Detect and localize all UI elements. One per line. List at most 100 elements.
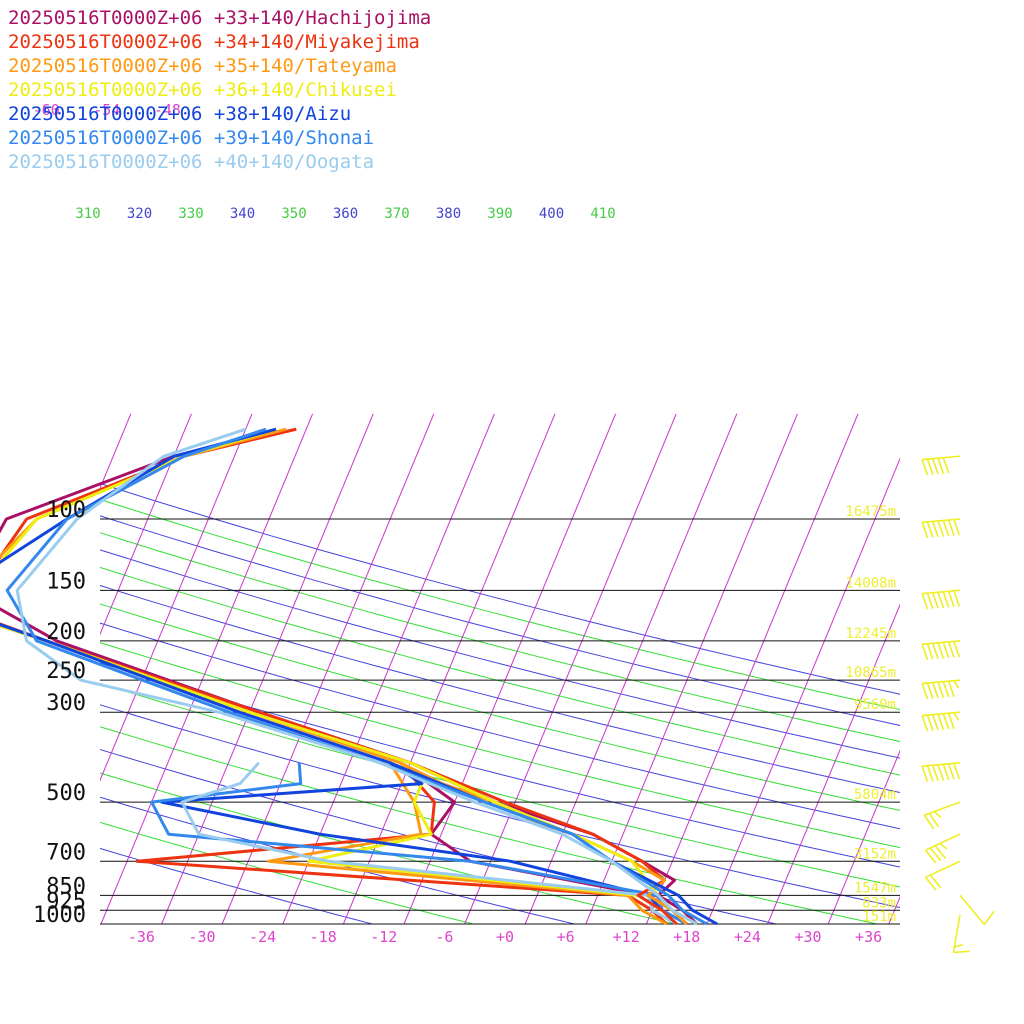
temperature-tick-label: +30 xyxy=(794,928,821,946)
height-label: 9560m xyxy=(854,697,896,713)
dry-adiabat-line xyxy=(100,603,900,811)
height-label: 14008m xyxy=(845,575,896,591)
wind-barb-flag xyxy=(947,519,955,536)
wind-barb-shaft xyxy=(924,801,961,816)
height-label: 833m xyxy=(862,895,896,911)
wind-barb xyxy=(921,455,961,476)
wind-barb-flag xyxy=(929,874,942,889)
temperature-line xyxy=(0,427,698,926)
wind-barb-flag xyxy=(983,910,995,925)
isotherm-line xyxy=(645,413,859,924)
wind-barb-flag xyxy=(921,765,929,782)
pressure-label: 200 xyxy=(46,620,86,645)
wind-barb-flag xyxy=(937,681,945,698)
theta-label: 330 xyxy=(178,206,203,222)
pressure-label: 500 xyxy=(46,781,86,806)
wind-barb-flag xyxy=(942,642,950,659)
pressure-lines xyxy=(100,518,900,925)
wind-barb-shaft xyxy=(922,679,961,685)
temperature-tick-label: -18 xyxy=(310,928,337,946)
wind-barb xyxy=(921,679,961,700)
isotherm-line xyxy=(221,413,435,924)
wind-barb-flag xyxy=(928,812,940,828)
pressure-label: 100 xyxy=(46,498,86,523)
temperature-tick-label: +12 xyxy=(613,928,640,946)
dry-adiabat-line xyxy=(100,726,878,924)
isotherm-line xyxy=(100,413,314,924)
wind-barb xyxy=(921,640,961,661)
legend-entry: 20250516T0000Z+06 +39+140/Shonai xyxy=(8,127,374,149)
wind-barb-flag xyxy=(926,521,934,538)
theta-label: 410 xyxy=(590,206,615,222)
isotherm-label: -48 xyxy=(154,101,181,119)
legend-entry: 20250516T0000Z+06 +38+140/Aizu xyxy=(8,103,351,125)
wind-barb-shaft xyxy=(922,640,961,646)
wind-barb-flag xyxy=(931,458,939,475)
pressure-label: 300 xyxy=(46,691,86,716)
dry-adiabat-line xyxy=(100,515,900,726)
temperature-tick-label: +24 xyxy=(734,928,761,946)
wind-barb xyxy=(921,711,961,732)
wind-barbs xyxy=(921,455,995,954)
wind-barb-flag xyxy=(947,680,955,698)
dry-adiabat-line xyxy=(100,682,900,888)
wind-barb-flag xyxy=(954,943,964,948)
isotherm-line xyxy=(282,413,495,924)
wind-barb-shaft xyxy=(922,711,961,717)
wind-barb-flag xyxy=(937,764,945,781)
isotherm-line xyxy=(524,413,738,924)
dry-adiabat-line xyxy=(100,498,900,711)
wind-barb-flag xyxy=(929,847,942,862)
dry-adiabat-line xyxy=(100,622,900,830)
wind-barb-shaft xyxy=(922,455,961,461)
theta-label: 380 xyxy=(436,206,461,222)
wind-barb-flag xyxy=(931,643,939,660)
dry-adiabat-line xyxy=(100,796,575,924)
wind-barb-flag xyxy=(926,765,934,782)
temperature-tick-label: +6 xyxy=(557,928,575,946)
temperature-tick-label: -24 xyxy=(249,928,276,946)
legend-entry: 20250516T0000Z+06 +40+140/Oogata xyxy=(8,151,374,173)
wind-barb-flag xyxy=(931,764,939,782)
temperature-line xyxy=(0,427,718,926)
wind-barb-flag xyxy=(926,682,934,699)
pressure-label: 1000 xyxy=(33,903,86,928)
wind-barb-flag xyxy=(926,592,934,610)
theta-label: 310 xyxy=(75,206,100,222)
isotherm-line xyxy=(949,414,1024,924)
wind-barb-shaft xyxy=(922,589,961,595)
wind-barb-flag xyxy=(947,763,955,780)
legend-entry: 20250516T0000Z+06 +33+140/Hachijojima xyxy=(8,7,431,29)
height-label: 10865m xyxy=(845,665,896,681)
height-label: 151m xyxy=(862,909,896,925)
isotherm-line xyxy=(100,413,253,782)
isotherm-line xyxy=(585,413,798,924)
isotherm-line xyxy=(464,413,677,924)
wind-barb-flag xyxy=(942,520,950,537)
pressure-label: 925 xyxy=(46,889,86,914)
height-label: 12245m xyxy=(845,626,896,642)
pressure-label: 250 xyxy=(46,659,86,684)
pressure-label: 850 xyxy=(46,874,86,899)
theta-label: 360 xyxy=(333,206,358,222)
sounding-traces xyxy=(0,427,718,926)
wind-barb xyxy=(921,518,961,539)
temperature-tick-label: +18 xyxy=(673,928,700,946)
wind-barb xyxy=(959,894,995,926)
isotherm-line xyxy=(827,749,900,924)
theta-label: 320 xyxy=(127,206,152,222)
theta-label: 400 xyxy=(539,206,564,222)
wind-barb-flag xyxy=(939,842,948,850)
dry-adiabat-line xyxy=(100,482,900,695)
theta-label: 340 xyxy=(230,206,255,222)
wind-barb xyxy=(921,589,961,610)
isotherm-line xyxy=(0,414,10,924)
wind-barb-flag xyxy=(921,522,929,539)
wind-barb-shaft xyxy=(952,914,961,953)
wind-barb-flag xyxy=(926,643,934,660)
wind-barb-flag xyxy=(921,593,929,610)
wind-barb-flag xyxy=(937,642,945,659)
wind-barb-flag xyxy=(942,713,950,730)
